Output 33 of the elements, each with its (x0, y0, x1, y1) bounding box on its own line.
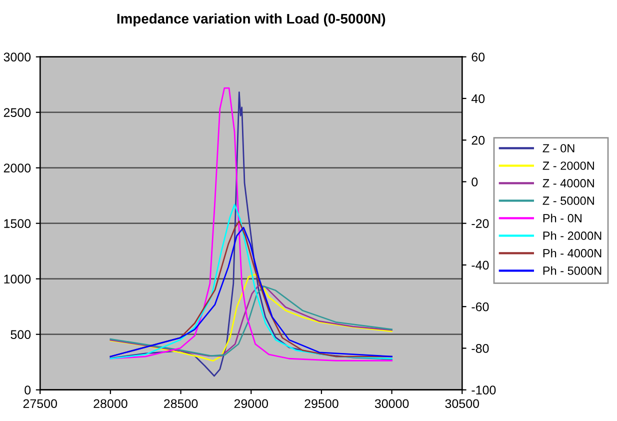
y-tick-label: 3000 (4, 52, 31, 62)
legend-label: Ph - 0N (543, 214, 582, 222)
y-tick-label: 0 (24, 386, 31, 394)
y-tick-label: 2000 (4, 164, 31, 172)
y2-tick-label: 40 (471, 94, 485, 104)
legend-label: Z - 4000N (542, 179, 594, 188)
y2-tick-label: -100 (472, 386, 496, 394)
x-tick-label: 29500 (304, 399, 338, 408)
y2-tick-label: -20 (472, 219, 489, 228)
x-tick-label: 28000 (94, 399, 128, 408)
legend-label: Ph - 2000N (543, 231, 602, 240)
line-series (110, 273, 392, 362)
x-tick-label: 27500 (23, 399, 57, 408)
y-tick-label: 1000 (4, 274, 31, 284)
legend-label: Z - 2000N (542, 162, 594, 170)
y2-tick-label: 20 (472, 136, 485, 145)
legend-label: Z - 5000N (542, 196, 594, 205)
y2-tick-label: -60 (472, 302, 489, 312)
y-tick-label: 500 (10, 330, 31, 339)
y2-tick-label: -40 (472, 260, 489, 270)
legend-label: Z - 0N (542, 144, 574, 152)
y2-tick-label: 0 (472, 178, 478, 186)
legend-label: Ph - 5000N (543, 266, 602, 275)
y-tick-label: 2500 (4, 108, 31, 117)
x-tick-label: 29000 (234, 399, 268, 408)
y-tick-label: 1500 (4, 219, 31, 228)
y2-tick-label: 60 (472, 52, 485, 62)
x-tick-label: 30000 (374, 399, 409, 408)
x-tick-label: 28500 (164, 399, 198, 408)
y2-tick-label: -80 (472, 344, 489, 353)
legend-label: Ph - 4000N (543, 248, 602, 258)
chart-title: Impedance variation with Load (0-5000N) (117, 13, 386, 26)
x-tick-label: 30500 (445, 399, 480, 408)
